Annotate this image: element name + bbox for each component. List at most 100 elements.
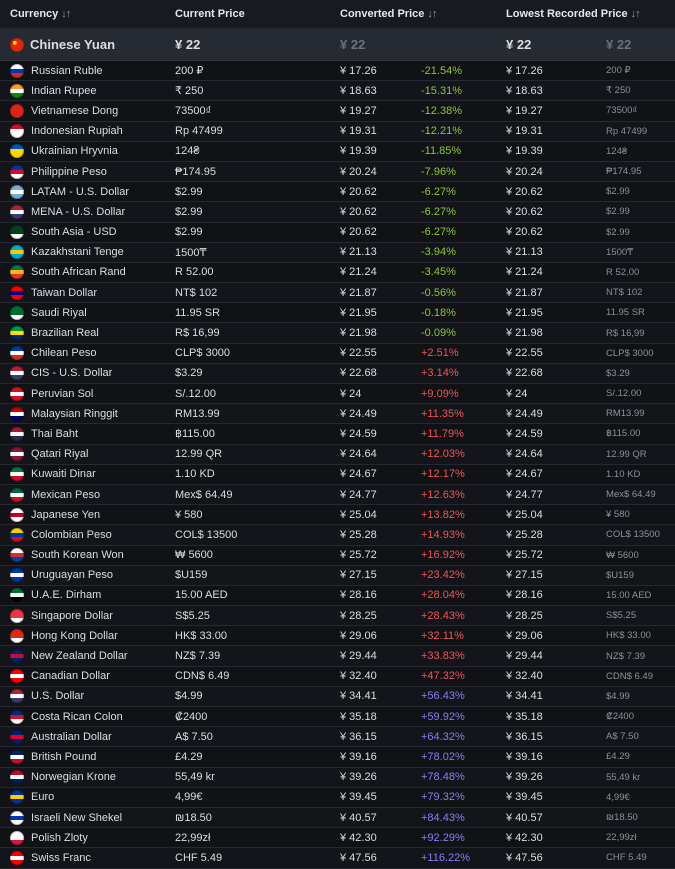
currency-name: U.S. Dollar (31, 690, 85, 703)
percent-diff: -21.54% (421, 64, 462, 77)
converted-price: ¥ 29.44 (340, 650, 377, 663)
percent-diff: +12.17% (421, 468, 465, 481)
table-row: Euro 4,99€ ¥ 39.45 +79.32% ¥ 39.45 4,99€ (0, 788, 675, 808)
lowest-price-column-header[interactable]: Lowest Recorded Price ↓↑ (506, 8, 641, 20)
base-lowest-price: ¥ 22 (506, 37, 532, 52)
country-flag-icon (10, 225, 24, 240)
country-flag-icon (10, 164, 24, 179)
converted-price: ¥ 35.18 (340, 710, 377, 723)
current-price: CLP$ 3000 (175, 347, 231, 360)
currency-cell: Singapore Dollar (0, 608, 163, 623)
current-price: $2.99 (175, 226, 203, 239)
lowest-price-original: £4.29 (606, 751, 630, 763)
sort-arrows-icon: ↓↑ (427, 8, 437, 20)
country-flag-icon (10, 527, 24, 542)
current-price: R 52.00 (175, 266, 214, 279)
lowest-price-original: Rp 47499 (606, 125, 648, 137)
percent-diff: +13.82% (421, 508, 465, 521)
current-price: Rp 47499 (175, 125, 223, 138)
currency-cell: Australian Dollar (0, 729, 163, 744)
currency-cell: Swiss Franc (0, 850, 163, 865)
table-row: Kazakhstani Tenge 1500₸ ¥ 21.13 -3.94% ¥ 21.… (0, 242, 675, 263)
country-flag-icon (10, 305, 24, 320)
percent-diff: +79.32% (421, 791, 465, 804)
lowest-price: ¥ 29.44 (506, 650, 543, 663)
current-price: ₹ 250 (175, 85, 204, 98)
lowest-price: ¥ 19.31 (506, 125, 543, 138)
lowest-price-original: $U159 (606, 569, 634, 581)
current-price: ¥ 580 (175, 508, 203, 521)
lowest-price: ¥ 25.72 (506, 549, 543, 562)
country-flag-icon (10, 326, 24, 341)
percent-diff: +84.43% (421, 811, 465, 824)
converted-price-column-header[interactable]: Converted Price ↓↑ (340, 8, 437, 20)
percent-diff: +33.83% (421, 650, 465, 663)
country-flag-icon (10, 426, 24, 441)
currency-name: Peruvian Sol (31, 387, 94, 400)
current-price: $U159 (175, 569, 208, 582)
current-price: S/.12.00 (175, 387, 216, 400)
lowest-price-original: ¥ 580 (606, 509, 630, 521)
current-price: COL$ 13500 (175, 528, 238, 541)
percent-diff: +56.43% (421, 690, 465, 703)
currency-cell: Polish Zloty (0, 830, 163, 845)
current-price: 200 ₽ (175, 65, 204, 78)
lowest-price-original: $2.99 (606, 206, 630, 218)
converted-price: ¥ 19.27 (340, 104, 377, 117)
table-row: Uruguayan Peso $U159 ¥ 27.15 +23.42% ¥ 27.15… (0, 565, 675, 586)
converted-price: ¥ 24.64 (340, 448, 377, 461)
converted-price: ¥ 32.40 (340, 670, 377, 683)
lowest-price: ¥ 21.95 (506, 306, 543, 319)
lowest-price-original: CDN$ 6.49 (606, 670, 653, 682)
currency-name: New Zealand Dollar (31, 650, 128, 663)
base-currency-row: Chinese Yuan ¥ 22 ¥ 22 ¥ 22 ¥ 22 (0, 29, 675, 61)
lowest-price-original: 200 ₽ (606, 65, 631, 77)
percent-diff: +9.09% (421, 387, 459, 400)
lowest-price-original: ₡2400 (606, 711, 634, 723)
currency-column-header[interactable]: Currency ↓↑ (10, 8, 71, 20)
converted-price: ¥ 39.16 (340, 750, 377, 763)
lowest-price-original: 1500₸ (606, 246, 634, 258)
table-row: Kuwaiti Dinar 1.10 KD ¥ 24.67 +12.17% ¥ 24.6… (0, 465, 675, 485)
currency-name: Israeli New Shekel (31, 811, 123, 824)
country-flag-icon (10, 709, 24, 724)
current-price: 11.95 SR (175, 306, 221, 319)
current-price: CDN$ 6.49 (175, 670, 230, 683)
current-price: $2.99 (175, 205, 203, 218)
table-row: South Asia - USD $2.99 ¥ 20.62 -6.27% ¥ 20.6… (0, 223, 675, 243)
currency-name: Kuwaiti Dinar (31, 468, 96, 481)
lowest-price: ¥ 24.64 (506, 448, 543, 461)
lowest-price-original: COL$ 13500 (606, 529, 660, 541)
currency-name: British Pound (31, 750, 97, 763)
lowest-price-original: A$ 7.50 (606, 731, 639, 743)
converted-price: ¥ 27.15 (340, 569, 377, 582)
currency-name: Euro (31, 791, 55, 804)
table-row: Qatari Riyal 12.99 QR ¥ 24.64 +12.03% ¥ 24.6… (0, 444, 675, 465)
currency-name: Australian Dollar (31, 730, 112, 743)
percent-diff: +2.51% (421, 347, 459, 360)
country-flag-icon (10, 568, 24, 583)
lowest-price-original: HK$ 33.00 (606, 630, 651, 642)
lowest-price-original: S$5.25 (606, 610, 637, 622)
lowest-price: ¥ 36.15 (506, 730, 543, 743)
lowest-price: ¥ 29.06 (506, 629, 543, 642)
lowest-price-original: $2.99 (606, 226, 630, 238)
currency-name: Uruguayan Peso (31, 569, 113, 582)
lowest-price: ¥ 20.62 (506, 205, 543, 218)
table-row: Vietnamese Dong 73500₫ ¥ 19.27 -12.38% ¥ 19.… (0, 101, 675, 122)
currency-name: South African Rand (31, 266, 126, 279)
lowest-price-original: R$ 16,99 (606, 327, 645, 339)
base-current-price: ¥ 22 (175, 37, 201, 52)
converted-price: ¥ 21.24 (340, 266, 377, 279)
lowest-price: ¥ 47.56 (506, 851, 543, 864)
lowest-price-original: 124₴ (606, 145, 628, 157)
converted-price: ¥ 42.30 (340, 831, 377, 844)
currency-cell: Taiwan Dollar (0, 285, 163, 300)
current-price: ₡2400 (175, 710, 208, 723)
converted-price: ¥ 24.67 (340, 468, 377, 481)
country-flag-icon (10, 346, 24, 361)
table-row: Hong Kong Dollar HK$ 33.00 ¥ 29.06 +32.11% ¥… (0, 626, 675, 647)
currency-name: Vietnamese Dong (31, 104, 119, 117)
percent-diff: -0.09% (421, 327, 456, 340)
table-row: Polish Zloty 22,99zł ¥ 42.30 +92.29% ¥ 42.30… (0, 828, 675, 849)
